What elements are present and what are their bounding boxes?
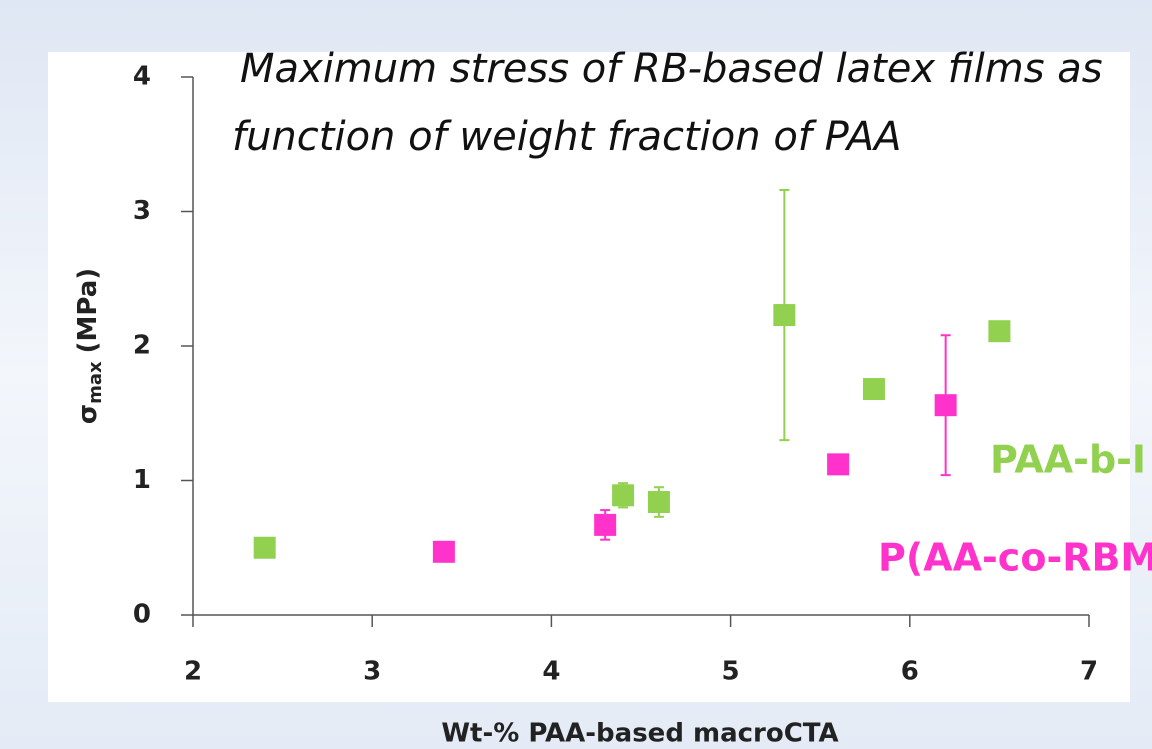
marker	[612, 484, 635, 507]
y-axis-label: σmax (MPa)	[73, 268, 107, 424]
x-tick-label: 3	[363, 657, 381, 687]
y-tick-label: 1	[133, 465, 151, 495]
y-tick-label: 3	[133, 196, 151, 226]
y-label-unit: (MPa)	[73, 268, 103, 354]
y-label-symbol: σ	[73, 404, 103, 424]
marker	[432, 540, 455, 563]
marker	[253, 536, 276, 559]
marker	[773, 304, 796, 327]
y-tick-label: 2	[133, 331, 151, 361]
x-axis-label: Wt-% PAA-based macroCTA	[441, 719, 838, 749]
y-tick-label: 0	[133, 600, 151, 630]
legend-label: PAA-b-I	[990, 438, 1146, 482]
x-tick-label: 5	[722, 657, 740, 687]
y-tick-label: 4	[133, 62, 151, 92]
marker	[647, 491, 670, 514]
plot-background	[48, 52, 1130, 702]
x-tick-label: 7	[1080, 657, 1098, 687]
marker	[934, 394, 957, 417]
marker	[862, 378, 885, 401]
marker	[594, 513, 617, 536]
legend-label: P(AA-co-RBM	[878, 536, 1152, 580]
x-tick-label: 2	[184, 657, 202, 687]
marker	[827, 453, 850, 476]
y-label-subscript: max	[85, 361, 106, 404]
x-tick-label: 4	[542, 657, 560, 687]
chart-title: Maximum stress of RB-based latex films a…	[240, 46, 1103, 92]
chart-title: function of weight fraction of PAA	[232, 114, 901, 160]
marker	[988, 320, 1011, 343]
x-tick-label: 6	[901, 657, 919, 687]
